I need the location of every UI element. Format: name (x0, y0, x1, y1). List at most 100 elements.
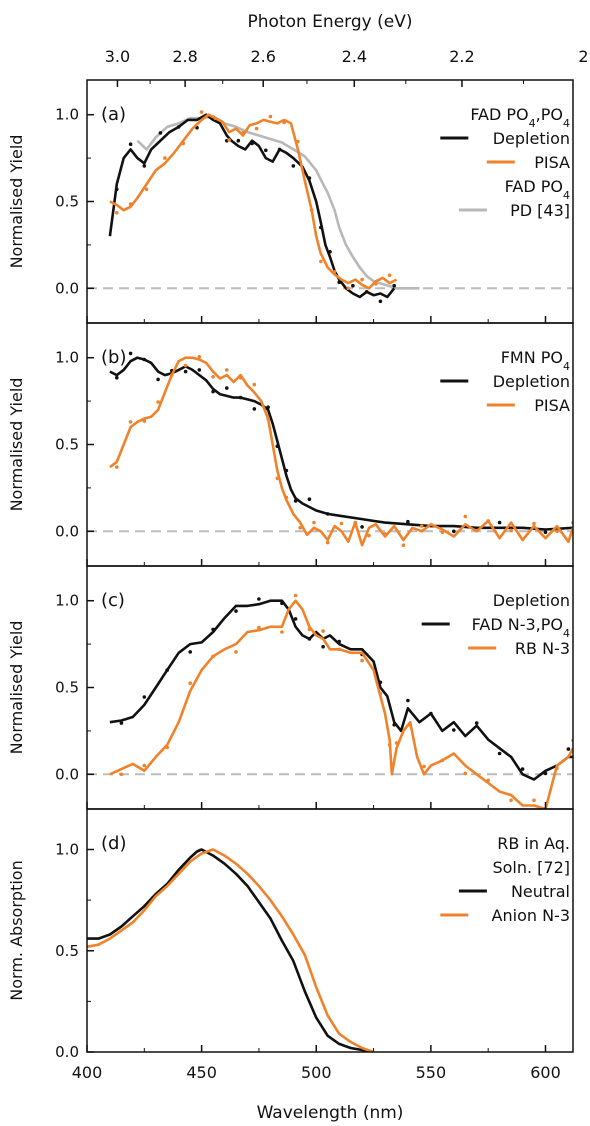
data-point (211, 654, 215, 659)
data-point (378, 691, 383, 696)
series-line-anion-n-3 (87, 848, 375, 1052)
y-tick-label: 0.0 (55, 765, 79, 783)
data-point (234, 650, 238, 654)
y-tick-label: 0.0 (55, 522, 79, 540)
data-point (555, 529, 559, 534)
series-line-pisa (109, 356, 573, 547)
x-tick-label: 550 (416, 1063, 447, 1082)
data-point (509, 528, 513, 533)
data-point (429, 711, 433, 716)
panel-c: 0.0 0.5 1.0 Normalised Yield (c) Depletion FAD… (7, 565, 574, 810)
series-line-rb-n-3 (109, 599, 573, 809)
data-point (250, 141, 254, 146)
data-point (252, 407, 257, 411)
legend-entry-label: RB N-3 (515, 639, 570, 658)
top-tick-label: 2.8 (172, 47, 197, 66)
data-point (383, 532, 387, 536)
data-point (225, 368, 229, 372)
data-point (332, 270, 337, 274)
data-point (144, 187, 149, 192)
panel-d: 0.0 0.5 1.0 Norm. Absorption (d) RB in Aq. Sol… (7, 808, 574, 1061)
data-point (387, 743, 392, 747)
data-point (543, 530, 548, 534)
data-point (128, 351, 133, 356)
x-tick-label: 500 (301, 1063, 332, 1082)
series-line-pisa (109, 113, 398, 290)
data-point (238, 395, 243, 400)
data-point (378, 680, 383, 685)
data-point (225, 386, 229, 390)
data-point (509, 798, 513, 803)
data-point (280, 630, 284, 634)
data-point (257, 597, 261, 601)
y-tick-label: 1.0 (55, 349, 79, 367)
data-point (142, 419, 147, 423)
data-point (321, 644, 325, 649)
data-point (291, 164, 296, 168)
data-point (337, 639, 342, 644)
data-point (474, 721, 479, 725)
data-point (440, 758, 445, 763)
data-point (532, 798, 536, 803)
data-point (293, 617, 298, 621)
data-point (176, 125, 181, 129)
legend-title: FMN PO4 (501, 348, 570, 373)
top-tick-label: 2.0 (578, 47, 590, 66)
data-point (213, 116, 218, 120)
legend: RB in Aq. Soln. [72] Neutral Anion N-3 (440, 834, 570, 925)
data-point (497, 520, 502, 525)
series-line-fad-n-3-po4 (109, 599, 573, 781)
y-tick-label: 1.0 (55, 106, 79, 124)
data-point (156, 377, 160, 382)
data-point (360, 658, 364, 663)
data-point (156, 400, 160, 404)
data-point (142, 164, 147, 168)
data-point (298, 526, 303, 530)
data-point (234, 609, 238, 613)
data-point (346, 286, 351, 291)
data-point (115, 187, 119, 192)
data-point (119, 721, 124, 725)
panel-label: (c) (101, 590, 125, 611)
data-point (293, 499, 298, 503)
legend-title: Depletion (493, 591, 570, 610)
y-tick-label: 0.0 (55, 1043, 79, 1061)
data-point (351, 283, 355, 288)
data-point (325, 512, 330, 516)
series-group (109, 593, 573, 809)
data-point (115, 375, 119, 380)
data-point (142, 695, 147, 699)
data-point (566, 747, 571, 751)
data-point (284, 495, 289, 500)
y-axis-label: Normalised Yield (7, 378, 26, 512)
data-point (254, 126, 259, 131)
data-point (128, 142, 133, 146)
data-point (227, 138, 231, 142)
data-point (119, 772, 124, 777)
data-point (264, 148, 268, 153)
series-line-pd-43- (136, 115, 420, 290)
x-tick-label: 600 (530, 1063, 561, 1082)
data-point (312, 520, 316, 525)
data-point (532, 521, 536, 526)
data-point (364, 290, 369, 294)
series-group (87, 848, 375, 1052)
y-tick-label: 0.5 (55, 193, 79, 211)
y-tick-label: 0.5 (55, 436, 79, 454)
data-point (309, 208, 314, 212)
data-point (115, 465, 119, 469)
data-point (319, 259, 323, 264)
data-point (241, 131, 245, 135)
data-point (282, 120, 287, 125)
panel-label: (d) (101, 833, 126, 854)
data-point (408, 723, 413, 727)
top-tick-label: 3.0 (105, 47, 130, 66)
data-point (422, 764, 426, 769)
data-point (406, 698, 410, 703)
data-point (325, 540, 330, 545)
legend-entry-label: Anion N-3 (492, 906, 570, 925)
data-point (197, 368, 202, 372)
series-line-neutral (87, 848, 374, 1052)
